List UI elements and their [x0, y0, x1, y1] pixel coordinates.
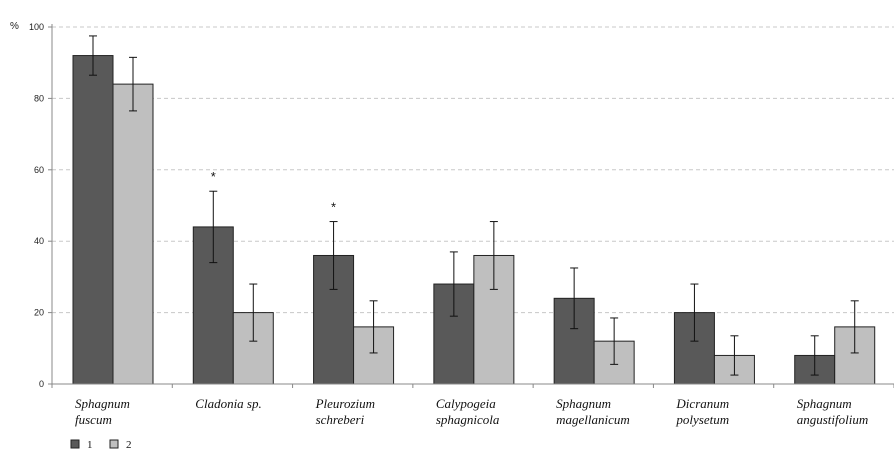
legend-swatch	[70, 439, 80, 449]
error-bar-series-1-4	[570, 267, 579, 330]
error-bar-series-2-1	[249, 283, 258, 342]
y-tick-label: 100	[29, 22, 44, 32]
y-tick-label: 80	[34, 93, 44, 103]
error-bar-series-1-1	[209, 190, 218, 264]
legend-label: 1	[87, 439, 93, 451]
x-tick-label-2: Pleurozium schreberi	[315, 396, 375, 427]
bar-series-2-0	[112, 83, 154, 385]
y-axis: % 0 20 40 60 80 100	[10, 21, 53, 389]
error-bar-series-2-3	[489, 221, 498, 290]
error-bar-series-2-6	[850, 300, 859, 354]
error-bar-series-1-3	[449, 251, 458, 317]
error-bar-series-1-6	[810, 335, 819, 376]
y-tick-label: 0	[39, 379, 44, 389]
gridlines	[52, 26, 894, 314]
y-tick-label: 60	[34, 165, 44, 175]
x-tick-label-4: Sphagnum magellanicum	[556, 396, 630, 427]
x-tick-label-1: Cladonia sp.	[195, 396, 261, 411]
annotations: **	[211, 169, 336, 214]
error-bars	[89, 35, 859, 376]
bars	[72, 55, 876, 385]
bar-series-1-0	[72, 55, 114, 385]
x-axis: Sphagnum fuscum Cladonia sp. Pleurozium schr…	[51, 383, 894, 427]
x-tick-label-0: Sphagnum fuscum	[75, 396, 130, 427]
legend-item-1: 1	[70, 439, 93, 451]
x-tick-label-5: Dicranum polysetum	[675, 396, 729, 427]
y-tick-label: 40	[34, 236, 44, 246]
error-bar-series-1-5	[690, 283, 699, 342]
x-tick-label-3: Calypogeia sphagnicola	[436, 396, 500, 427]
error-bar-series-2-2	[369, 300, 378, 354]
error-bar-series-1-2	[329, 221, 338, 290]
x-tick-label-6: Sphagnum angustifolium	[797, 396, 869, 427]
legend-swatch	[109, 439, 119, 449]
error-bar-series-2-4	[610, 317, 619, 365]
y-tick-label: 20	[34, 308, 44, 318]
error-bar-series-1-0	[89, 35, 97, 76]
error-bar-series-2-5	[730, 335, 739, 376]
significance-marker: *	[331, 200, 336, 215]
error-bar-series-2-0	[129, 56, 137, 112]
y-axis-label: %	[10, 21, 19, 32]
significance-marker: *	[211, 169, 216, 184]
legend-item-2: 2	[109, 439, 132, 451]
legend-label: 2	[126, 439, 132, 451]
